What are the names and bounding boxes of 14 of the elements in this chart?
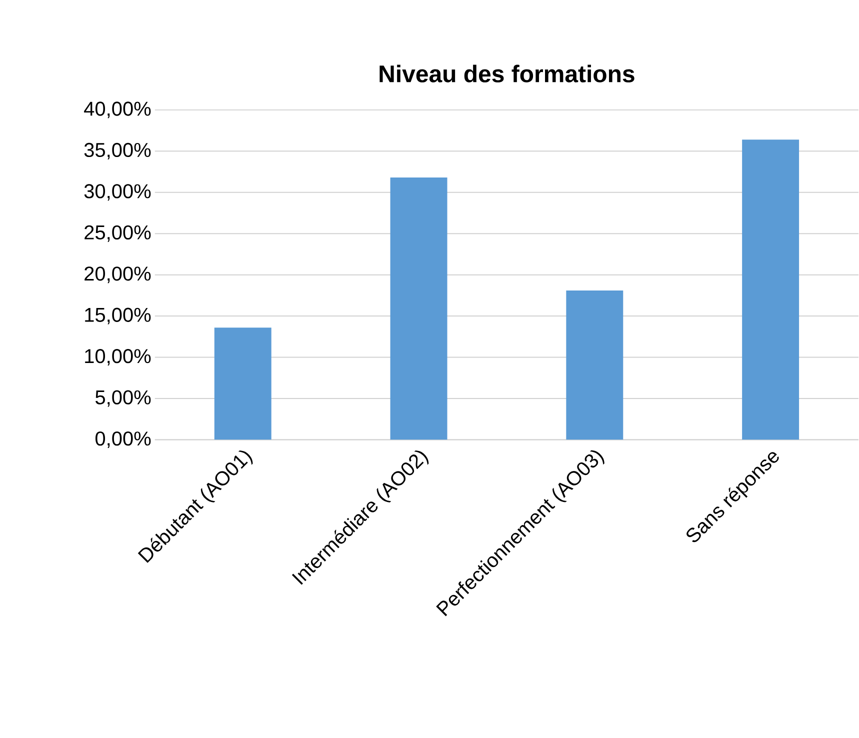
y-tick-label: 20,00% bbox=[84, 266, 151, 284]
y-tick-label: 30,00% bbox=[84, 184, 151, 201]
y-tick-label: 35,00% bbox=[84, 143, 151, 160]
y-tick-label: 15,00% bbox=[85, 308, 151, 325]
chart-title: Niveau des formations bbox=[380, 65, 634, 83]
y-tick-label: 25,00% bbox=[84, 226, 151, 242]
bar bbox=[214, 328, 272, 440]
bar bbox=[742, 140, 800, 440]
y-tick-label: 0,00% bbox=[95, 432, 151, 448]
y-tick-label: 10,00% bbox=[85, 349, 151, 366]
y-tick-label: 40,00% bbox=[84, 102, 151, 118]
bar bbox=[390, 178, 448, 440]
y-tick-label: 5,00% bbox=[96, 390, 151, 407]
bar bbox=[566, 290, 624, 440]
